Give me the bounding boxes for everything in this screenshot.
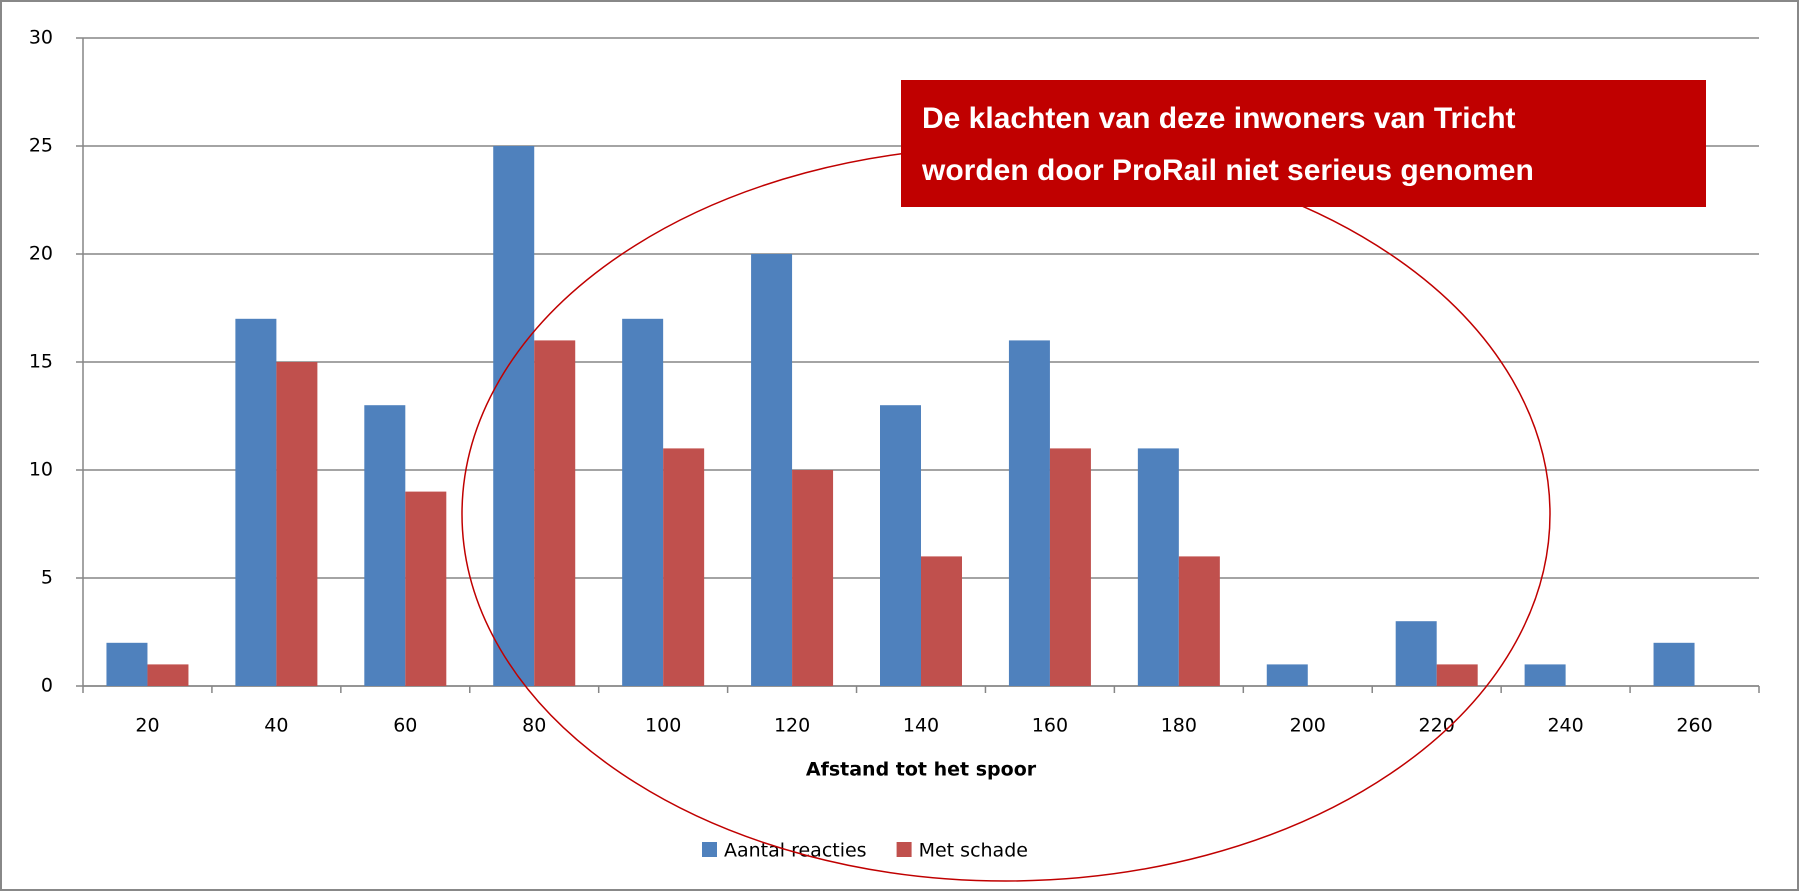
y-tick-label: 10	[29, 459, 53, 481]
bar	[1436, 664, 1478, 686]
bar	[147, 664, 189, 686]
x-tick-label: 60	[393, 715, 417, 737]
y-tick-label: 15	[29, 351, 53, 373]
legend-label: Aantal reacties	[724, 840, 867, 862]
bar	[405, 491, 447, 686]
bar	[1049, 448, 1091, 686]
x-tick-label: 80	[522, 715, 546, 737]
bar	[1178, 556, 1220, 686]
bar	[792, 470, 834, 686]
bar	[493, 146, 535, 686]
x-tick-label: 180	[1161, 715, 1197, 737]
bar	[364, 405, 406, 686]
legend-swatch	[896, 842, 912, 857]
y-tick-label: 25	[29, 135, 53, 157]
bar	[751, 254, 793, 686]
bar	[534, 340, 576, 686]
bar	[622, 318, 664, 686]
annotation-text: De klachten van deze inwoners van Tricht	[922, 102, 1516, 135]
x-tick-label: 160	[1032, 715, 1068, 737]
bar	[880, 405, 921, 686]
legend-label: Met schade	[919, 840, 1028, 862]
y-tick-label: 0	[41, 675, 53, 697]
x-tick-label: 220	[1419, 715, 1455, 737]
y-tick-label: 20	[29, 243, 53, 265]
y-tick-label: 30	[29, 27, 53, 49]
x-tick-label: 260	[1676, 715, 1712, 737]
x-tick-label: 100	[645, 715, 681, 737]
bar	[1008, 340, 1050, 686]
bar	[235, 318, 277, 686]
bar	[1137, 448, 1179, 686]
x-tick-label: 140	[903, 715, 939, 737]
bar	[1653, 642, 1695, 686]
bar	[663, 448, 705, 686]
annotation-box	[901, 80, 1706, 207]
bar	[921, 556, 962, 686]
x-tick-label: 240	[1547, 715, 1583, 737]
legend-swatch	[702, 842, 717, 857]
y-tick-label: 5	[41, 567, 53, 589]
bar	[106, 642, 148, 686]
x-tick-label: 40	[264, 715, 288, 737]
x-tick-label: 200	[1290, 715, 1326, 737]
annotation-text: worden door ProRail niet serieus genomen	[921, 154, 1534, 187]
x-tick-label: 20	[135, 715, 159, 737]
bar	[1524, 664, 1566, 686]
x-axis-title: Afstand tot het spoor	[806, 759, 1037, 781]
x-tick-label: 120	[774, 715, 810, 737]
bar	[1395, 621, 1437, 686]
bar	[1266, 664, 1308, 686]
bar	[276, 362, 318, 686]
